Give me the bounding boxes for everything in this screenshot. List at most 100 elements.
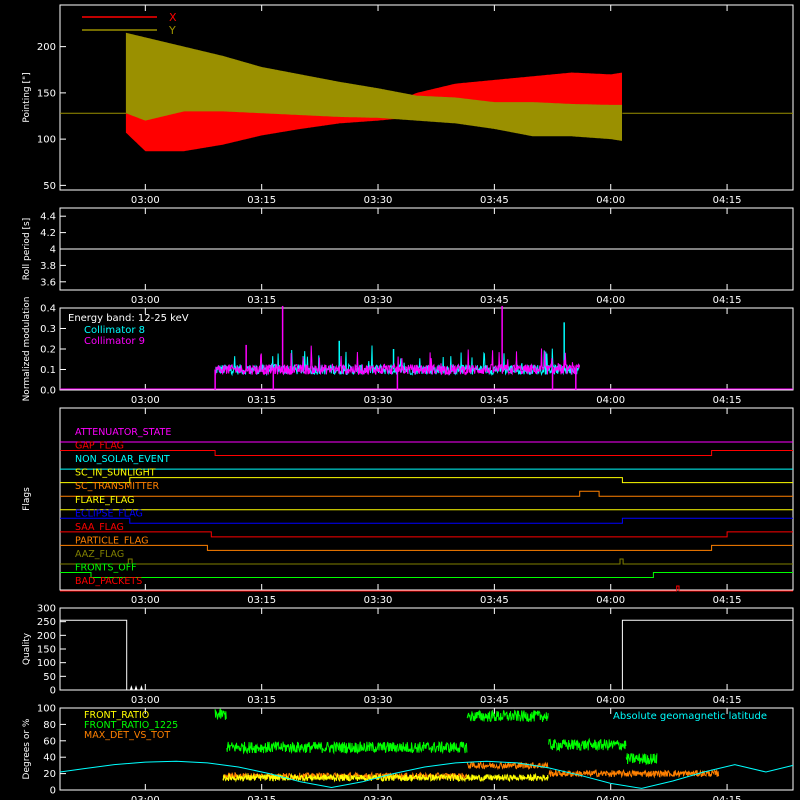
flag-line [60,572,793,578]
flag-label: NON_SOLAR_EVENT [75,454,170,465]
flag-line [60,450,793,457]
flags-time-label: 03:45 [480,595,509,606]
flag-row-flare-flag: FLARE_FLAG [60,495,793,511]
flag-row-aaz-flag: AAZ_FLAG [60,549,793,565]
modulation-legend-entry: Collimator 8 [84,325,145,336]
quality-time-label: 03:30 [364,695,393,706]
flag-line [60,558,793,565]
flag-label: ECLIPSE_FLAG [75,508,143,519]
modulation-time-label: 03:00 [131,395,160,406]
roll-ytick-label: 4 [50,245,56,256]
flag-label: FRONTS_OFF [75,563,137,574]
ratios-time-label: 03:30 [364,795,393,800]
modulation-ytick-label: 0.1 [40,365,56,376]
quality-blip [134,685,138,690]
ratios-series-front-ratio-1225 [226,740,468,755]
ratios-ytick-label: 20 [43,769,56,780]
ratios-series-front-ratio [222,772,549,783]
flag-row-bad-packets: BAD_PACKETS [60,576,793,592]
roll-time-label: 03:15 [247,295,276,306]
pointing-ytick-label: 200 [37,42,56,53]
ratios-ytick-label: 0 [50,786,56,797]
ratios-series-absolute-geomagnetic-latitude [59,760,794,789]
flag-row-gap-flag: GAP_FLAG [60,441,793,457]
quality-ytick-label: 50 [43,672,56,683]
modulation-legend-title: Energy band: 12-25 keV [68,313,189,324]
pointing-ytick-label: 100 [37,135,56,146]
roll-time-label: 04:15 [713,295,742,306]
flag-row-particle-flag: PARTICLE_FLAG [60,535,793,551]
pointing-time-label: 03:15 [247,195,276,206]
pointing-legend-label-x: X [169,11,177,24]
flag-label: AAZ_FLAG [75,549,124,560]
modulation-time-label: 03:45 [480,395,509,406]
flag-line [60,490,793,497]
ratios-annotation: Absolute geomagnetic latitude [613,711,767,722]
ratios-time-label: 03:45 [480,795,509,800]
ratios-legend-entry: FRONT_RATIO_1225 [84,720,178,731]
quality-line [60,619,793,691]
quality-ytick-label: 150 [37,645,56,656]
ratios-series-front-ratio-1225 [625,753,658,766]
ratios-series-front-ratio-1225 [214,708,227,720]
pointing-time-label: 04:00 [596,195,625,206]
modulation-time-label: 03:30 [364,395,393,406]
modulation-legend-entry: Collimator 9 [84,336,145,347]
flag-row-sc-in-sunlight: SC_IN_SUNLIGHT [60,468,793,484]
flag-label: GAP_FLAG [75,441,124,452]
modulation-time-label: 04:15 [713,395,742,406]
pointing-time-label: 04:15 [713,195,742,206]
modulation-ytick-label: 0.4 [40,304,56,315]
roll-time-label: 03:00 [131,295,160,306]
flag-row-eclipse-flag: ECLIPSE_FLAG [60,508,793,524]
flags-time-label: 03:00 [131,595,160,606]
pointing-ytick-label: 150 [37,88,56,99]
ratios-ytick-label: 80 [43,720,56,731]
modulation-ylabel: Normalized modulation [22,297,32,402]
quality-time-label: 04:15 [713,695,742,706]
flag-label: PARTICLE_FLAG [75,535,148,546]
roll-ytick-label: 4.4 [40,212,56,223]
pointing-time-label: 03:45 [480,195,509,206]
ratios-series-front-ratio-1225 [548,737,627,753]
quality-ylabel: Quality [22,632,32,665]
flag-line [60,544,793,551]
ratios-ylabel: Degrees or % [22,718,32,779]
modulation-ytick-label: 0.2 [40,345,56,356]
flag-line [60,517,793,524]
ratios-time-label: 04:00 [596,795,625,800]
roll-time-label: 04:00 [596,295,625,306]
flag-label: SC_IN_SUNLIGHT [75,468,156,479]
flag-label: SC_TRANSMITTER [75,481,160,492]
roll-time-label: 03:45 [480,295,509,306]
quality-blip [129,685,133,690]
pointing-ylabel: Pointing ["] [22,72,32,122]
modulation-panel: 03:00 03:15 03:30 03:45 04:00 04:15 Normalized… [22,297,794,406]
flag-row-fronts-off: FRONTS_OFF [60,563,793,578]
flag-label: SAA_FLAG [75,522,124,533]
flag-row-attenuator-state: ATTENUATOR_STATE [60,427,793,443]
quality-ytick-label: 0 [50,686,56,697]
pointing-time-label: 03:30 [364,195,393,206]
flags-panel: 03:00 03:15 03:30 03:45 04:00 04:15 Flags [22,407,794,606]
flags-ylabel: Flags [22,487,32,511]
quality-ytick-label: 250 [37,617,56,628]
ratios-legend-entry: FRONT_RATIO [84,710,149,721]
flag-row-sc-transmitter: SC_TRANSMITTER [60,481,793,497]
flags-time-label: 03:15 [247,595,276,606]
flag-line [60,585,793,592]
quality-ytick-label: 200 [37,631,56,642]
flag-line [60,477,793,484]
flag-label: ATTENUATOR_STATE [75,427,171,438]
ratios-ytick-label: 60 [43,736,56,747]
ratios-series-front-ratio-1225 [466,709,549,723]
flags-time-label: 04:15 [713,595,742,606]
quality-time-label: 03:45 [480,695,509,706]
pointing-time-label: 03:00 [131,195,160,206]
pointing-series-y-band [125,32,623,141]
roll-ytick-label: 3.8 [40,261,56,272]
quality-ytick-label: 100 [37,658,56,669]
quality-time-label: 04:00 [596,695,625,706]
